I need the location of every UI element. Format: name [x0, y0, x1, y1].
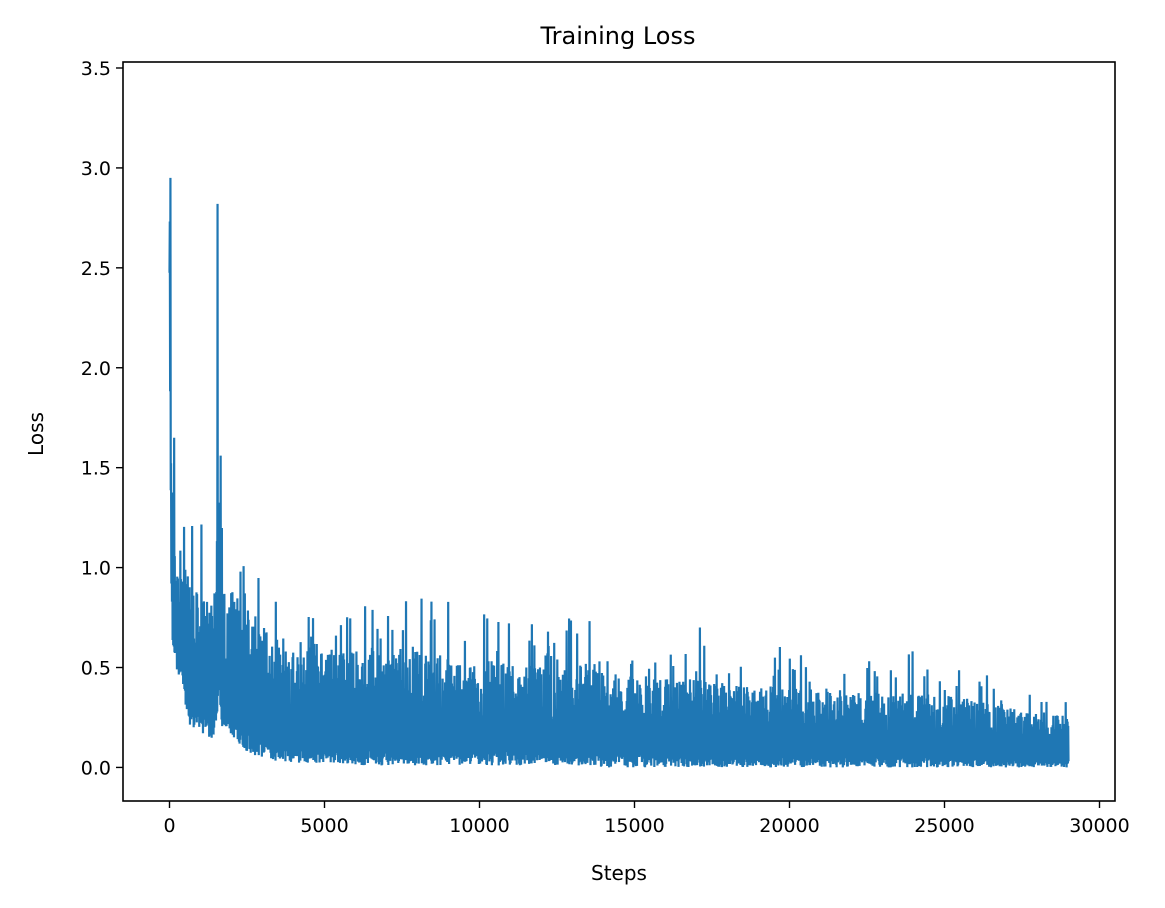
y-tick-label: 3.5 [81, 58, 111, 80]
x-tick-label: 10000 [449, 815, 509, 837]
plot-frame [122, 61, 1116, 802]
y-tick-label: 2.5 [81, 258, 111, 280]
x-tick-label: 25000 [914, 815, 974, 837]
x-tick-label: 20000 [759, 815, 819, 837]
y-tick-label: 3.0 [81, 158, 111, 180]
x-tick-label: 15000 [604, 815, 664, 837]
loss-line [168, 177, 1070, 768]
x-axis: 0 5000 10000 15000 20000 25000 30000 [163, 801, 1130, 837]
y-tick-label: 0.0 [81, 757, 111, 779]
y-tick-label: 2.0 [81, 358, 111, 380]
x-tick-label: 30000 [1069, 815, 1129, 837]
x-tick-label: 0 [163, 815, 175, 837]
x-tick-label: 5000 [300, 815, 348, 837]
y-tick-label: 1.5 [81, 458, 111, 480]
y-axis-label: Loss [24, 412, 48, 456]
y-axis: 0.0 0.5 1.0 1.5 2.0 2.5 3.0 3.5 [81, 58, 123, 779]
y-tick-label: 0.5 [81, 658, 111, 680]
x-axis-label: Steps [591, 861, 647, 885]
chart-title: Training Loss [540, 22, 696, 50]
loss-series [168, 177, 1070, 768]
y-tick-label: 1.0 [81, 558, 111, 580]
